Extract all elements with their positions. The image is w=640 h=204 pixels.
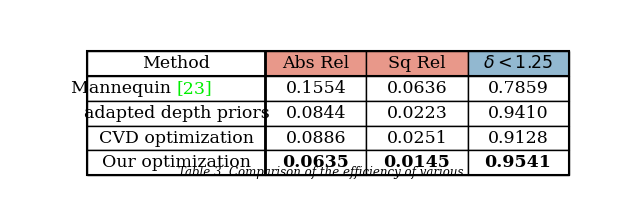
- Text: 0.9128: 0.9128: [488, 130, 548, 146]
- Bar: [367, 151, 468, 175]
- Text: 0.0886: 0.0886: [285, 130, 346, 146]
- Text: 0.0636: 0.0636: [387, 80, 447, 97]
- Bar: [266, 101, 367, 126]
- Text: 0.9410: 0.9410: [488, 105, 548, 122]
- Text: adapted depth priors: adapted depth priors: [84, 105, 269, 122]
- Bar: [88, 76, 266, 101]
- Text: 0.7859: 0.7859: [488, 80, 548, 97]
- Text: 0.0223: 0.0223: [387, 105, 447, 122]
- Bar: [367, 76, 468, 101]
- Bar: [266, 151, 367, 175]
- Bar: [367, 51, 468, 76]
- Bar: [266, 51, 367, 76]
- Bar: [88, 151, 266, 175]
- Bar: [468, 101, 568, 126]
- Bar: [88, 101, 266, 126]
- Text: 0.1554: 0.1554: [285, 80, 346, 97]
- Text: 0.0145: 0.0145: [383, 154, 451, 171]
- Text: 0.0251: 0.0251: [387, 130, 447, 146]
- Bar: [367, 126, 468, 151]
- Bar: [468, 76, 568, 101]
- Bar: [367, 101, 468, 126]
- Bar: [266, 76, 367, 101]
- Bar: [88, 126, 266, 151]
- Text: Mannequin: Mannequin: [71, 80, 177, 97]
- Bar: [88, 51, 266, 76]
- Bar: [468, 51, 568, 76]
- Text: 0.0844: 0.0844: [285, 105, 346, 122]
- Bar: [468, 126, 568, 151]
- Text: 0.0635: 0.0635: [282, 154, 349, 171]
- Text: Sq Rel: Sq Rel: [388, 55, 446, 72]
- Text: Abs Rel: Abs Rel: [282, 55, 349, 72]
- Text: Table 3. Comparison of the efficiency of various ...: Table 3. Comparison of the efficiency of…: [178, 166, 478, 180]
- Bar: [266, 126, 367, 151]
- Text: [23]: [23]: [177, 80, 212, 97]
- Bar: [468, 151, 568, 175]
- Bar: [88, 51, 568, 175]
- Text: CVD optimization: CVD optimization: [99, 130, 254, 146]
- Text: Our optimization: Our optimization: [102, 154, 251, 171]
- Text: Method: Method: [143, 55, 211, 72]
- Text: 0.9541: 0.9541: [484, 154, 552, 171]
- Text: $\delta < 1.25$: $\delta < 1.25$: [483, 55, 553, 72]
